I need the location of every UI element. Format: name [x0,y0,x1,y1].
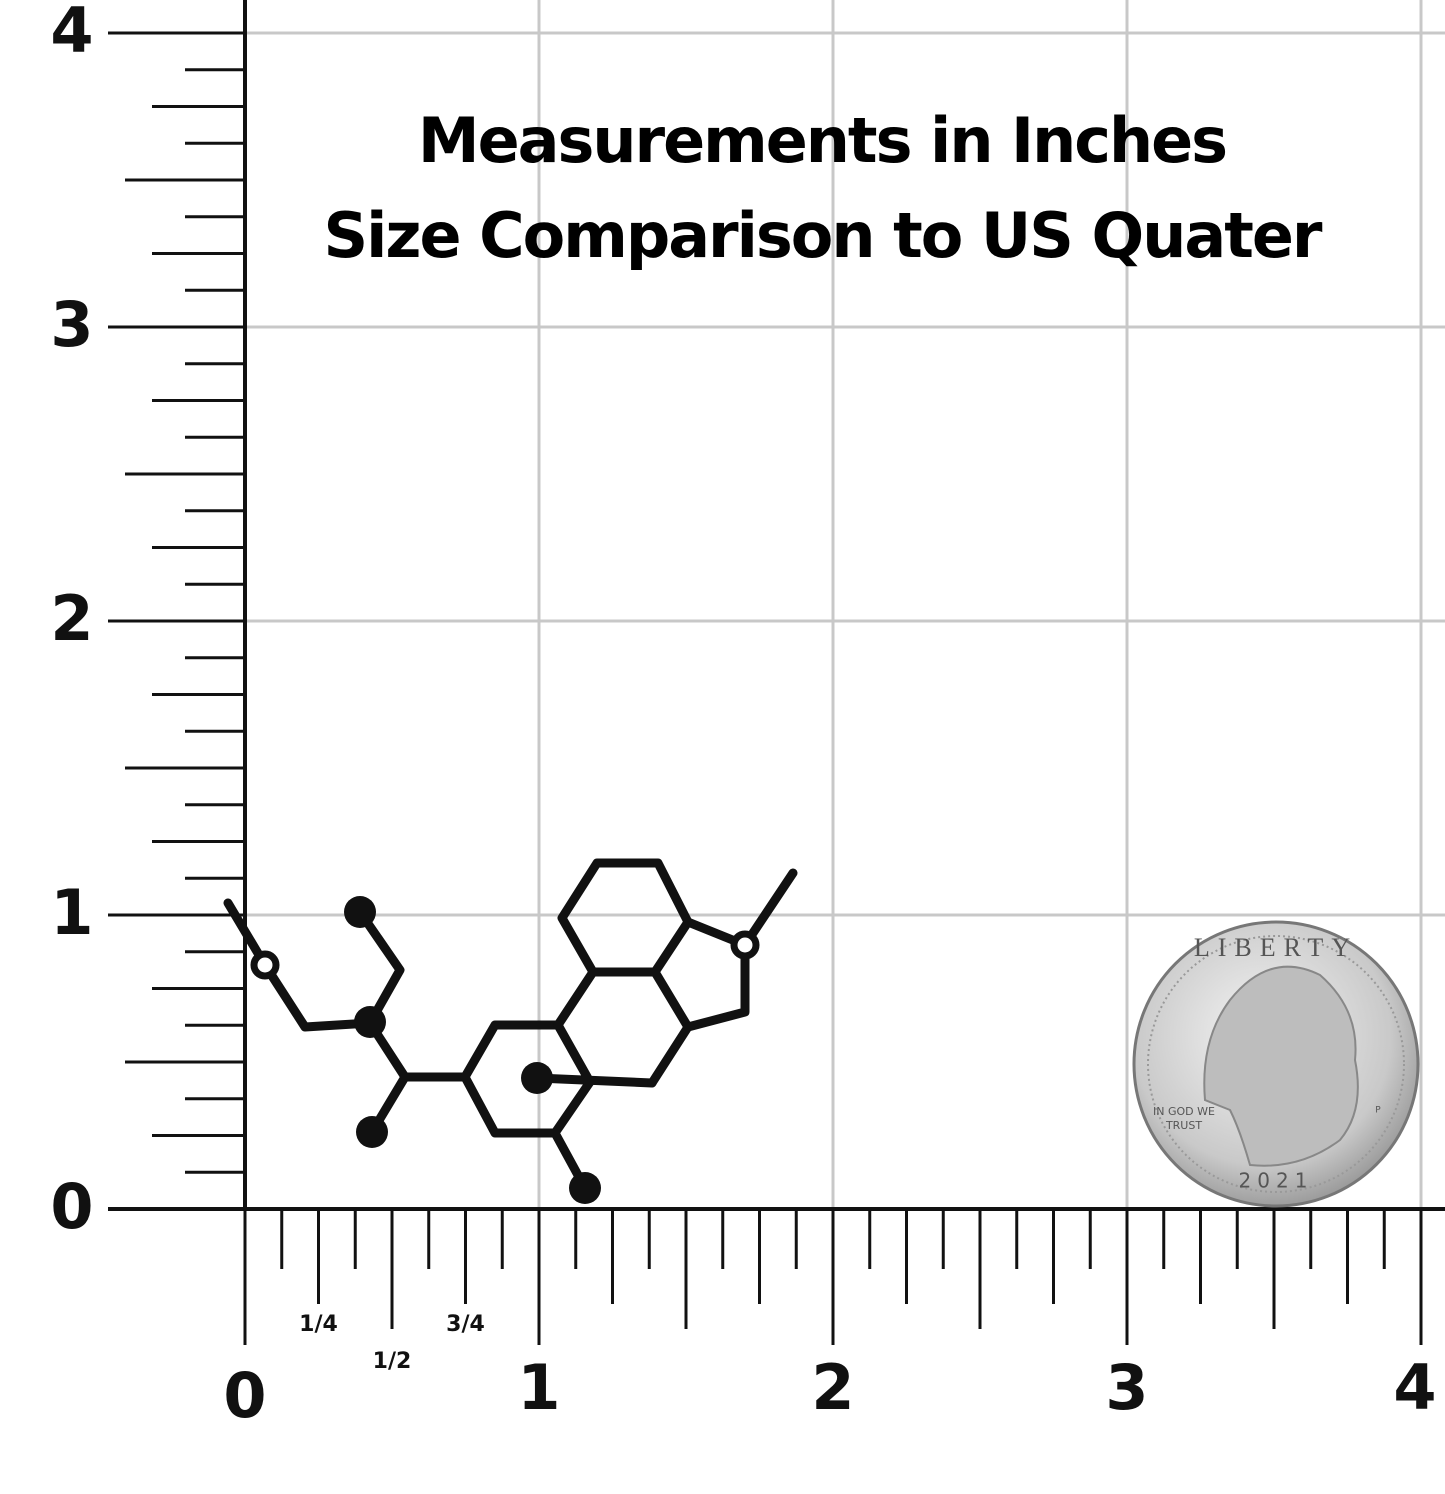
y-label: 3 [50,288,93,361]
coin-text: LIBERTY [1194,933,1358,962]
fraction-label: 1/2 [373,1349,412,1374]
fraction-label: 1/4 [299,1312,338,1337]
title-line: Measurements in Inches [418,104,1226,177]
molecule-pendant [223,858,798,1204]
x-label: 2 [811,1351,854,1424]
x-label: 3 [1105,1351,1148,1424]
fraction-label: 3/4 [446,1312,485,1337]
y-label: 1 [50,876,93,949]
x-label: 1 [517,1351,560,1424]
x-label: 4 [1393,1351,1436,1424]
grid [245,0,1445,1209]
coin-text: 2021 [1239,1169,1314,1193]
coin-text: TRUST [1165,1119,1202,1132]
y-label: 0 [50,1170,93,1243]
x-label: 0 [223,1359,266,1432]
y-label: 2 [50,582,93,655]
quarter-coin: LIBERTY IN GOD WE TRUST 2021 P [1132,920,1420,1208]
ruler-labels: 0 1 2 3 4 0 1 2 3 4 1/4 1/2 3/4 [50,0,1436,1432]
coin-text: P [1375,1106,1381,1116]
ruler-ticks [108,0,1445,1345]
coin-text: IN GOD WE [1153,1105,1215,1118]
y-label: 4 [50,0,93,67]
title-line: Size Comparison to US Quater [324,199,1323,272]
